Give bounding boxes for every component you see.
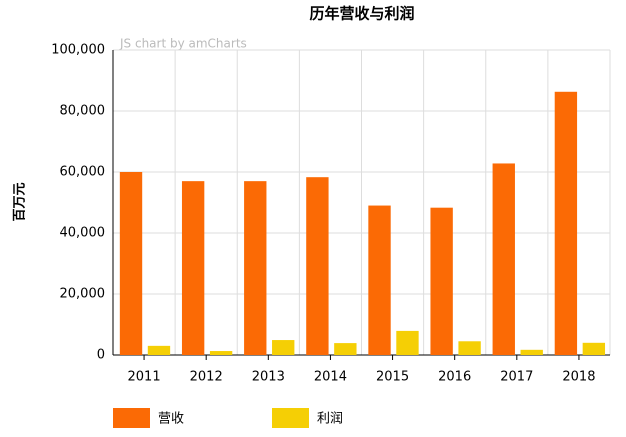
bar xyxy=(306,177,329,355)
x-tick-label: 2012 xyxy=(190,370,223,385)
bar xyxy=(119,172,143,355)
y-tick-label: 60,000 xyxy=(60,165,106,180)
bar xyxy=(554,91,578,355)
legend-swatch xyxy=(113,408,150,428)
bar xyxy=(430,207,453,355)
x-tick-label: 2013 xyxy=(252,370,285,385)
y-tick-label: 40,000 xyxy=(60,226,106,241)
x-tick-label: 2014 xyxy=(314,370,347,385)
bar xyxy=(181,181,205,355)
chart-title: 历年营收与利润 xyxy=(309,5,414,23)
x-tick-label: 2016 xyxy=(438,370,471,385)
x-tick-label: 2017 xyxy=(500,370,533,385)
y-tick-label: 0 xyxy=(97,348,105,363)
legend-swatch xyxy=(272,408,309,428)
bar xyxy=(458,341,481,355)
legend-label: 利润 xyxy=(317,412,343,427)
y-tick-label: 100,000 xyxy=(51,43,105,58)
bar xyxy=(272,340,295,355)
x-tick-label: 2015 xyxy=(376,370,409,385)
x-tick-label: 2011 xyxy=(128,370,161,385)
bar xyxy=(147,345,171,355)
y-tick-label: 20,000 xyxy=(60,287,106,302)
y-tick-label: 80,000 xyxy=(60,104,106,119)
bar xyxy=(209,351,233,355)
y-axis-label: 百万元 xyxy=(13,182,28,221)
legend-label: 营收 xyxy=(158,412,184,427)
bar xyxy=(582,342,606,355)
x-tick-label: 2018 xyxy=(562,370,595,385)
bar xyxy=(396,330,419,355)
watermark: JS chart by amCharts xyxy=(119,37,247,51)
bar xyxy=(492,163,515,355)
bar xyxy=(244,181,267,355)
bar xyxy=(334,343,357,355)
bar xyxy=(368,205,391,355)
bar xyxy=(520,349,543,355)
